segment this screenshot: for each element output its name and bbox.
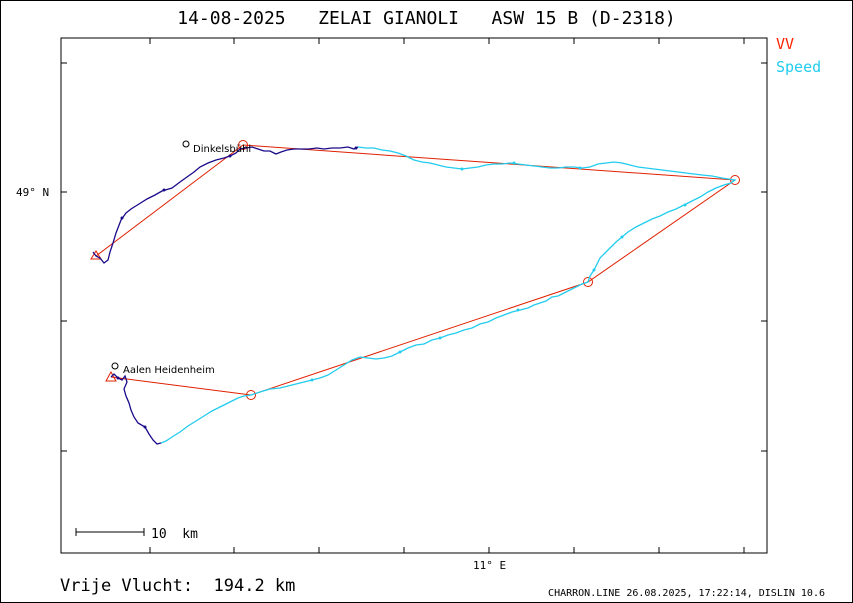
axis-ticks bbox=[61, 38, 767, 553]
page-title: 14-08-2025 ZELAI GIANOLI ASW 15 B (D-231… bbox=[177, 8, 676, 29]
flight-track-dark-west bbox=[92, 146, 359, 264]
place-label-dinkelsbuhl: Dinkelsbühl bbox=[193, 144, 251, 155]
task-line bbox=[95, 144, 737, 396]
turnpoint-marker bbox=[730, 175, 740, 185]
scale-bar bbox=[75, 528, 145, 536]
track-fixes bbox=[310, 161, 687, 382]
finish-marker bbox=[105, 370, 117, 382]
town-marker bbox=[182, 140, 190, 148]
place-label-aalen: Aalen Heidenheim bbox=[123, 365, 215, 376]
lat-label: 49° N bbox=[16, 186, 49, 199]
scale-bar-label: 10 km bbox=[151, 527, 198, 542]
plot-border bbox=[60, 37, 768, 554]
turnpoint-marker bbox=[238, 140, 248, 150]
turnpoints bbox=[238, 140, 740, 400]
turnpoint-marker bbox=[583, 277, 593, 287]
track-fixes-dark bbox=[116, 146, 358, 429]
legend-speed: Speed bbox=[776, 58, 822, 76]
flight-track-speed bbox=[160, 146, 737, 444]
distance-summary: Vrije Vlucht: 194.2 km bbox=[60, 576, 296, 596]
lon-label: 11° E bbox=[473, 559, 506, 572]
flight-track-dark-south bbox=[110, 373, 162, 445]
town-marker bbox=[111, 362, 119, 370]
start-marker bbox=[90, 250, 102, 260]
legend-vv: VV bbox=[776, 35, 795, 53]
credit-line: CHARRON.LINE 26.08.2025, 17:22:14, DISLI… bbox=[548, 588, 825, 599]
